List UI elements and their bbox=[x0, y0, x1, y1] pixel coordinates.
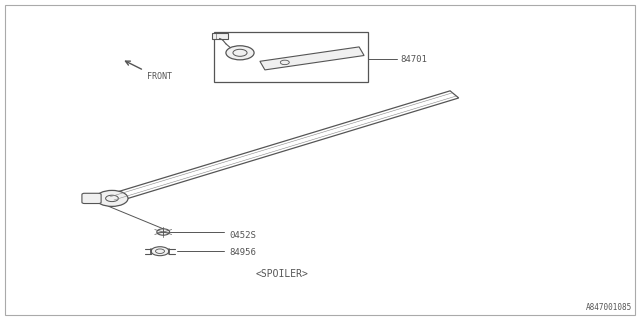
Text: A847001085: A847001085 bbox=[586, 303, 632, 312]
Text: 84956: 84956 bbox=[229, 248, 256, 257]
Circle shape bbox=[151, 247, 169, 256]
Text: 0452S: 0452S bbox=[229, 231, 256, 240]
Text: FRONT: FRONT bbox=[147, 72, 172, 81]
Circle shape bbox=[157, 229, 170, 235]
FancyBboxPatch shape bbox=[82, 193, 101, 204]
Circle shape bbox=[226, 46, 254, 60]
Text: 84701: 84701 bbox=[400, 55, 427, 64]
Text: <SPOILER>: <SPOILER> bbox=[255, 268, 308, 279]
Bar bbox=[212, 33, 228, 39]
Polygon shape bbox=[260, 47, 364, 70]
Bar bbox=[214, 32, 368, 82]
Circle shape bbox=[96, 190, 128, 206]
